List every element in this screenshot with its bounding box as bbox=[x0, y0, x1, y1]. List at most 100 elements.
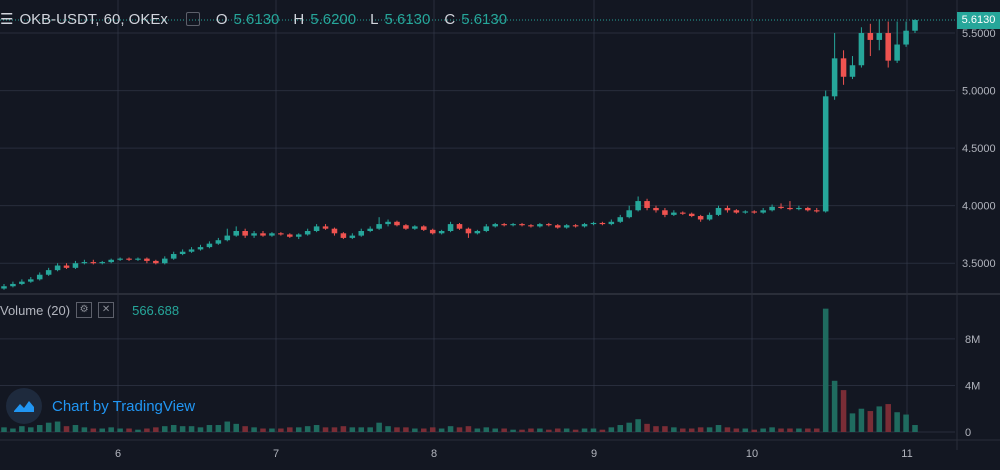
volume-bar bbox=[19, 426, 25, 432]
volume-bar bbox=[358, 427, 365, 432]
volume-bar bbox=[715, 425, 722, 432]
ohlc-low-label: L bbox=[370, 10, 379, 28]
candle-body bbox=[849, 65, 856, 77]
volume-bar bbox=[831, 380, 838, 432]
candle-body bbox=[769, 206, 775, 211]
volume-bar bbox=[599, 429, 606, 432]
candle-body bbox=[680, 212, 686, 214]
candle-body bbox=[742, 211, 749, 213]
candle-body bbox=[108, 259, 114, 263]
volume-bar bbox=[903, 414, 909, 432]
ohlc-high-label: H bbox=[293, 10, 305, 28]
candle-body bbox=[456, 224, 463, 229]
close-icon[interactable]: ✕ bbox=[98, 302, 115, 318]
candle-body bbox=[688, 213, 695, 217]
volume-bar bbox=[572, 429, 579, 432]
volume-bar bbox=[161, 426, 168, 432]
candle-body bbox=[349, 235, 356, 238]
candle-body bbox=[242, 230, 248, 236]
volume-bar bbox=[287, 427, 293, 432]
volume-bar bbox=[751, 429, 758, 432]
volume-bar bbox=[563, 428, 570, 432]
volume-bar bbox=[617, 425, 624, 432]
price-tick-label: 4.0000 bbox=[962, 201, 996, 213]
candle-body bbox=[796, 207, 802, 210]
candle-body bbox=[858, 33, 865, 66]
volume-bar bbox=[233, 423, 239, 432]
volume-bar bbox=[769, 427, 775, 432]
volume-bar bbox=[626, 422, 632, 432]
candle-body bbox=[912, 20, 918, 31]
volume-bar bbox=[760, 428, 766, 432]
candle-body bbox=[492, 224, 498, 227]
settings-box-icon[interactable] bbox=[185, 12, 200, 26]
price-tick-label: 4.5000 bbox=[962, 143, 996, 155]
candle-body bbox=[170, 254, 177, 259]
volume-bar bbox=[304, 426, 311, 432]
volume-title: Volume (20) bbox=[0, 302, 71, 318]
ohlc-open-value: 5.6130 bbox=[233, 10, 280, 28]
ohlc-close-label: C bbox=[444, 10, 456, 28]
candle-body bbox=[367, 228, 373, 231]
ohlc-open-label: O bbox=[215, 10, 228, 28]
volume-bar bbox=[787, 428, 793, 432]
volume-bar bbox=[376, 422, 382, 432]
candle-body bbox=[662, 210, 668, 215]
volume-bar bbox=[501, 428, 507, 432]
volume-bar bbox=[349, 427, 356, 432]
candle-body bbox=[287, 234, 293, 237]
candle-body bbox=[840, 58, 847, 77]
volume-bar bbox=[278, 428, 284, 432]
volume-bar bbox=[367, 427, 373, 432]
volume-bar bbox=[179, 426, 186, 432]
price-tick-label: 3.5000 bbox=[962, 258, 996, 270]
volume-bar bbox=[54, 421, 61, 432]
candle-body bbox=[376, 224, 382, 229]
candle-body bbox=[28, 279, 34, 282]
candle-body bbox=[19, 281, 25, 284]
candle-body bbox=[251, 233, 257, 236]
candle-body bbox=[403, 225, 409, 229]
price-tick-label: 5.5000 bbox=[962, 28, 996, 40]
volume-bar bbox=[394, 427, 400, 432]
volume-bar bbox=[72, 425, 79, 432]
volume-bar bbox=[188, 426, 195, 432]
volume-bar bbox=[724, 427, 731, 432]
candle-body bbox=[483, 226, 490, 231]
volume-bar bbox=[117, 428, 123, 432]
ohlc-high-value: 5.6200 bbox=[310, 10, 357, 28]
volume-bar bbox=[688, 428, 695, 432]
gear-icon[interactable]: ⚙ bbox=[76, 302, 93, 318]
candle-body bbox=[126, 258, 132, 260]
candle-body bbox=[465, 228, 472, 234]
branding-text: Chart by TradingView bbox=[52, 397, 196, 415]
volume-bar bbox=[510, 429, 516, 432]
candle-body bbox=[876, 33, 883, 40]
candle-body bbox=[331, 228, 338, 234]
candle-body bbox=[617, 217, 624, 222]
candle-body bbox=[903, 30, 909, 45]
candle-body bbox=[438, 230, 445, 234]
candle-body bbox=[188, 249, 195, 252]
candle-body bbox=[304, 230, 311, 235]
volume-tick-label: 4M bbox=[965, 380, 980, 392]
volume-bar bbox=[197, 427, 204, 432]
candle-body bbox=[510, 224, 516, 226]
volume-bar bbox=[170, 425, 177, 432]
candle-body bbox=[161, 258, 168, 264]
candle-body bbox=[760, 210, 766, 213]
tradingview-branding[interactable]: Chart by TradingView bbox=[6, 388, 195, 424]
time-tick-label: 6 bbox=[115, 448, 121, 460]
volume-bar bbox=[849, 413, 856, 432]
candle-body bbox=[885, 33, 891, 61]
candle-body bbox=[528, 225, 534, 227]
volume-bar bbox=[153, 427, 159, 432]
volume-bar bbox=[429, 427, 436, 432]
volume-bar bbox=[635, 419, 641, 432]
volume-bar bbox=[135, 429, 141, 432]
volume-bar bbox=[608, 427, 615, 432]
volume-bar bbox=[242, 426, 248, 432]
candle-body bbox=[10, 283, 16, 287]
volume-bar bbox=[45, 422, 52, 432]
candle-body bbox=[295, 234, 302, 237]
